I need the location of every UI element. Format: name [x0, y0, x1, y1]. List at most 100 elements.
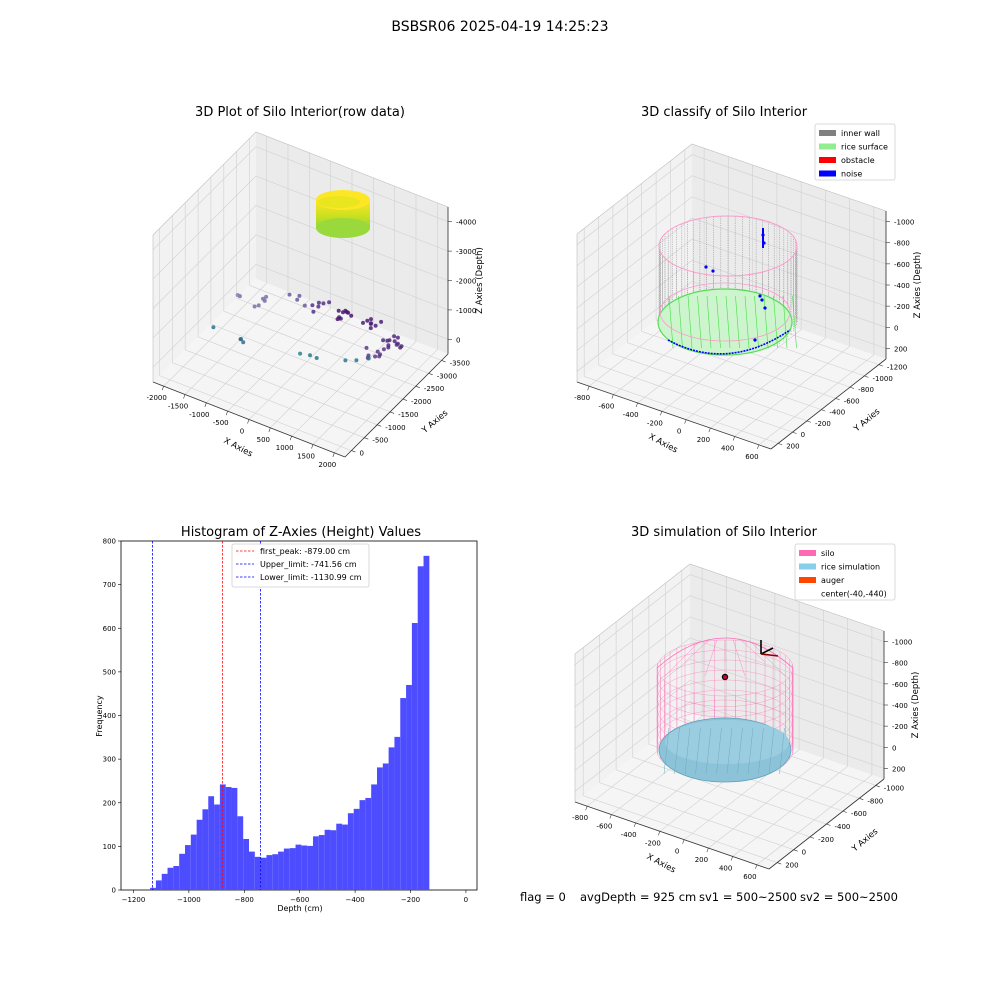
gridline [648, 596, 843, 812]
floor-pane [577, 292, 886, 449]
rice-surface-line [716, 295, 721, 349]
histogram-bar [359, 800, 366, 890]
gridline [576, 238, 887, 330]
x-tick-label: −600 [290, 896, 309, 904]
histogram-bar [260, 857, 267, 890]
x-tick-label: 0 [240, 428, 244, 436]
legend-label: rice simulation [821, 563, 880, 572]
raw-point [310, 303, 315, 308]
legend-frame [814, 123, 896, 181]
gridline [270, 177, 374, 429]
y-tick-label: -1000 [385, 424, 405, 432]
legend-label: silo [821, 549, 835, 558]
raw-point [308, 353, 312, 358]
raw-point-cloud [211, 190, 404, 363]
x-tick [658, 831, 661, 836]
axes-3d-classify: -800-600-400-20002004006002000-200-400-6… [574, 143, 923, 461]
x-tick-label: 2000 [318, 461, 336, 469]
histogram-bar [266, 855, 273, 890]
histogram-bar [278, 851, 284, 890]
histogram-bar [219, 784, 226, 890]
z-tick-label: -3000 [456, 248, 476, 256]
raw-point [343, 358, 348, 363]
y-tick [809, 836, 815, 839]
gridline [681, 570, 876, 786]
x-tick [730, 856, 733, 861]
raw-point [252, 304, 257, 309]
histogram-bar [248, 851, 255, 890]
histogram-bar [312, 836, 319, 890]
y-tick [778, 443, 783, 446]
x-tick [332, 452, 335, 457]
silo-dome-line [732, 639, 746, 677]
z-tick-label: -1000 [892, 639, 912, 647]
gridline [210, 177, 404, 400]
gridline [163, 136, 268, 387]
rice-surface-line [678, 295, 683, 349]
x-tick [225, 411, 228, 416]
classified-point-cloud [657, 215, 798, 356]
silo-dome-line [664, 639, 702, 677]
rice-surface-line [754, 295, 759, 349]
gridline [152, 234, 449, 339]
raw-point [364, 345, 369, 350]
rice-surface-line [773, 295, 778, 349]
y-tick [835, 398, 840, 401]
raw-point [238, 337, 243, 342]
raw-point [314, 356, 319, 360]
x-tick [682, 839, 685, 844]
gridline [708, 610, 824, 849]
raw-point [361, 320, 365, 325]
y-tick [849, 386, 855, 389]
y-axis-label: Y Axies [851, 406, 882, 434]
legend-swatch [799, 563, 816, 570]
raw-point [287, 292, 292, 297]
gridline [574, 679, 885, 771]
rice-mesh-line [737, 727, 743, 775]
raw-point [366, 353, 371, 358]
raw-point [338, 316, 343, 321]
y-tick-label: -2000 [411, 398, 431, 406]
raw-point [316, 304, 321, 309]
y-tick-label: -1000 [884, 784, 904, 792]
raw-point [368, 326, 373, 331]
raw-point [369, 317, 373, 322]
x-tick-label: -200 [647, 419, 663, 427]
x-axis-label: X Axies [647, 432, 680, 456]
raw-point [395, 335, 400, 340]
x-tick [757, 444, 760, 449]
x-tick-label: 0 [464, 896, 468, 904]
panel-raw-title: 3D Plot of Silo Interior(row data) [195, 105, 405, 120]
rice-surface [657, 288, 793, 356]
panel-simulation: 3D simulation of Silo Interior -800-600-… [572, 525, 921, 881]
raw-point [392, 339, 397, 344]
y-tick [441, 360, 446, 363]
y-tick-label: 0 [359, 450, 363, 458]
z-tick-label: -400 [894, 282, 910, 290]
gridline [598, 217, 793, 433]
rice-mesh-line [768, 727, 775, 775]
histogram-bar [150, 887, 156, 890]
y-tick-label: -800 [867, 797, 883, 805]
gridline [159, 228, 352, 451]
rice-surface-line [725, 295, 731, 349]
gridline [612, 205, 807, 422]
y-tick-label: 200 [786, 442, 799, 450]
y-tick [364, 437, 369, 440]
histogram-bar [208, 796, 215, 890]
histogram-bar [365, 797, 372, 890]
x-tick-label: 600 [743, 873, 756, 881]
x-tick-label: 200 [697, 436, 710, 444]
rice-mesh-line [758, 727, 764, 775]
histogram-bar [342, 824, 348, 890]
histogram-bar [411, 623, 418, 890]
raw-point [335, 317, 340, 322]
z-tick-label: -800 [894, 240, 910, 248]
rice-surface-line [687, 295, 693, 349]
y-tick-label: 400 [103, 712, 116, 720]
rice-mesh-line [716, 727, 722, 775]
histogram-bar [295, 844, 302, 890]
legend-label: Upper_limit: -741.56 cm [260, 560, 357, 569]
raw-point [394, 342, 399, 347]
y-tick-label: 0 [112, 887, 116, 895]
